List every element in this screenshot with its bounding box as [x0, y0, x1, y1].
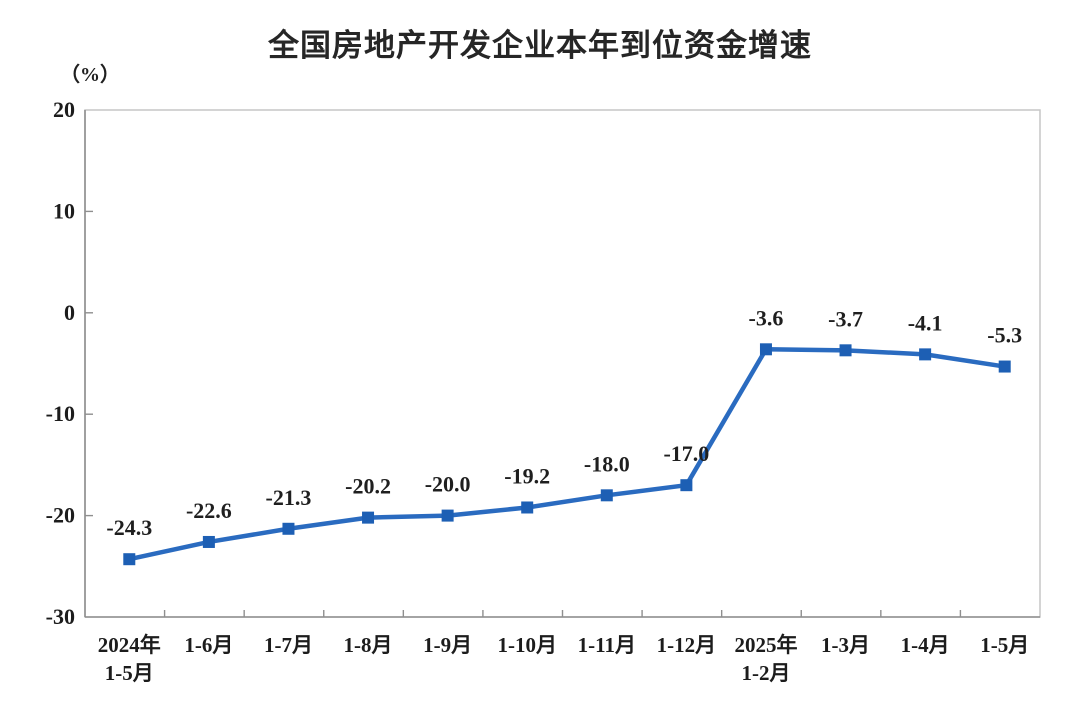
x-category-label: 1-9月	[423, 633, 472, 657]
series-line	[127, 347, 1007, 562]
x-category-label: 1-5月	[980, 633, 1029, 657]
x-category-label: 1-10月	[497, 633, 557, 657]
x-category-label: 1-6月	[184, 633, 233, 657]
data-point-marker	[680, 479, 693, 492]
data-point-label: -20.2	[345, 474, 391, 499]
data-point-marker	[600, 489, 613, 502]
x-category-label: 1-3月	[821, 633, 870, 657]
x-category-label: 1-12月	[657, 633, 717, 657]
data-point-marker	[202, 535, 215, 548]
data-point-label: -3.6	[749, 305, 784, 330]
x-category-label: 1-4月	[901, 633, 950, 657]
data-point-marker	[521, 501, 534, 514]
data-point-marker	[998, 360, 1011, 373]
y-axis-unit-label: （%）	[60, 64, 120, 86]
data-point-label: -21.3	[266, 485, 312, 510]
data-point-marker	[919, 348, 932, 361]
x-category-label: 1-7月	[264, 633, 313, 657]
data-point-label: -5.3	[987, 323, 1022, 348]
data-point-label: -18.0	[584, 451, 630, 476]
data-point-marker	[362, 511, 375, 524]
data-point-marker	[441, 509, 454, 522]
y-tick-label: 0	[64, 300, 75, 325]
x-category-label: 1-11月	[578, 633, 636, 657]
y-tick-label: -10	[46, 401, 75, 426]
data-point-marker	[282, 522, 295, 535]
data-point-marker	[759, 343, 772, 356]
data-point-label: -20.0	[425, 472, 471, 497]
data-point-marker	[123, 553, 136, 566]
y-tick-label: -30	[46, 604, 75, 629]
data-point-label: -17.0	[663, 441, 709, 466]
y-tick-label: -20	[46, 503, 75, 528]
data-point-label: -24.3	[106, 515, 152, 540]
data-point-label: -3.7	[828, 306, 863, 331]
data-point-label: -19.2	[504, 463, 550, 488]
x-category-label: 2025年 1-2月	[734, 633, 797, 685]
chart-title: 全国房地产开发企业本年到位资金增速	[268, 28, 812, 63]
data-point-label: -4.1	[908, 310, 943, 335]
x-category-label: 1-8月	[344, 633, 393, 657]
y-tick-label: 20	[53, 97, 75, 122]
data-point-marker	[839, 344, 852, 357]
x-category-label: 2024年 1-5月	[98, 633, 161, 685]
data-point-label: -22.6	[186, 498, 232, 523]
y-tick-label: 10	[53, 198, 75, 223]
